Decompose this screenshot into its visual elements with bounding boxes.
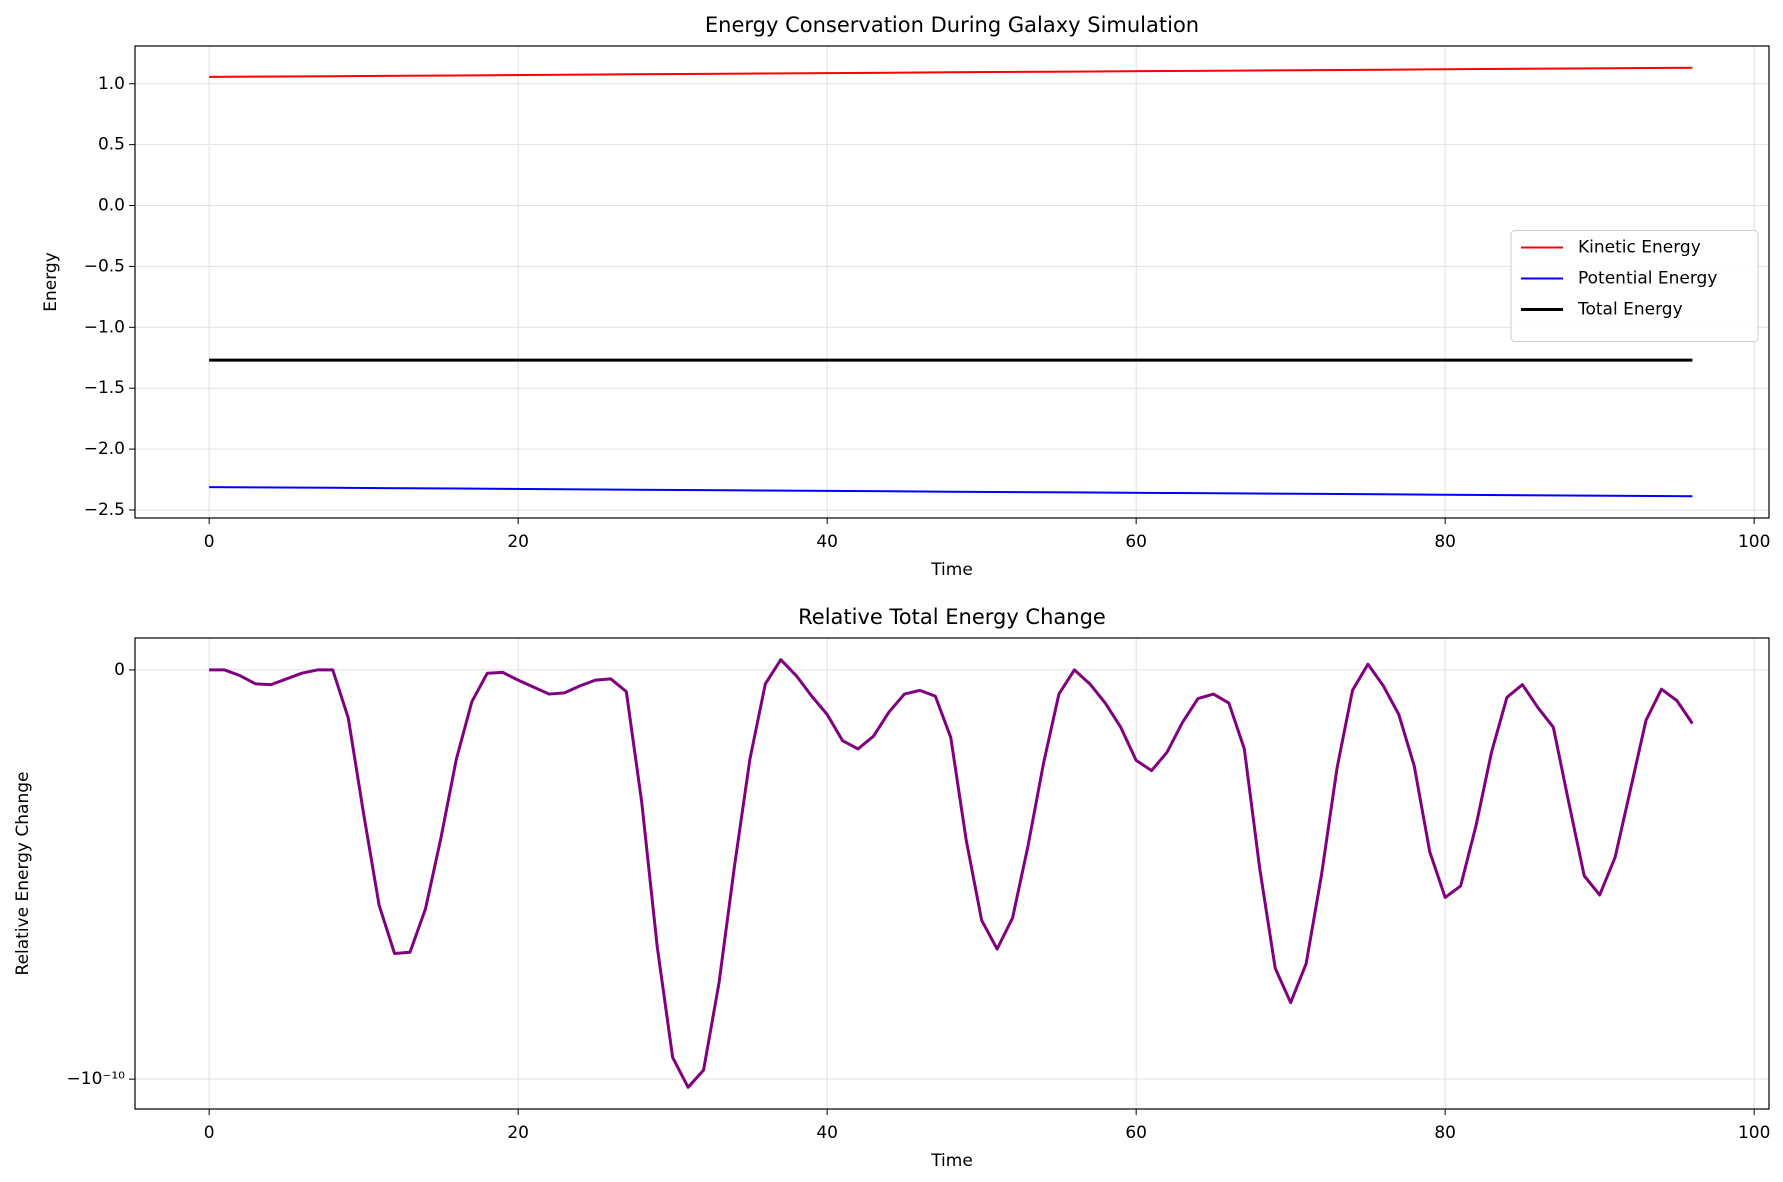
x-tick-label: 40 [816, 1123, 838, 1143]
x-tick-label: 40 [816, 532, 838, 552]
legend: Kinetic Energy Potential Energy Total Ener… [1510, 230, 1759, 342]
legend-label: Total Energy [1577, 300, 1683, 320]
chart-title: Energy Conservation During Galaxy Simula… [705, 13, 1199, 37]
x-tick-label: 80 [1434, 1123, 1456, 1143]
x-tick-label: 80 [1434, 532, 1456, 552]
x-tick-label: 100 [1738, 532, 1770, 552]
plot-frame [134, 45, 1770, 519]
x-axis-label: Time [930, 560, 973, 580]
y-tick-label: −1.0 [84, 317, 125, 337]
chart-title: Relative Total Energy Change [798, 605, 1106, 629]
x-tick-label: 0 [204, 532, 215, 552]
x-tick-label: 20 [507, 1123, 529, 1143]
y-tick-label: −0.5 [84, 256, 125, 276]
x-tick-label: 60 [1125, 1123, 1147, 1143]
y-tick-label: −2.5 [84, 500, 125, 520]
x-tick-label: 100 [1738, 1123, 1770, 1143]
plot-frame [134, 637, 1770, 1110]
x-tick-label: 20 [507, 532, 529, 552]
legend-label: Kinetic Energy [1578, 238, 1701, 258]
y-tick-label: 0.0 [98, 196, 125, 216]
x-tick-label: 60 [1125, 532, 1147, 552]
y-tick-label: −10⁻¹⁰ [67, 1069, 126, 1089]
y-axis-label: Energy [41, 252, 61, 312]
y-axis-label: Relative Energy Change [13, 772, 33, 976]
series-line [209, 486, 1693, 498]
x-axis-label: Time [930, 1151, 973, 1171]
y-tick-label: −2.0 [84, 439, 125, 459]
series-line [209, 66, 1693, 78]
legend-box [1510, 230, 1759, 342]
legend-label: Potential Energy [1578, 269, 1717, 289]
y-tick-label: −1.5 [84, 378, 125, 398]
y-tick-label: 1.0 [98, 74, 125, 94]
y-tick-label: 0 [114, 660, 125, 680]
x-tick-label: 0 [204, 1123, 215, 1143]
series-line [209, 658, 1694, 1089]
y-tick-label: 0.5 [98, 135, 125, 155]
